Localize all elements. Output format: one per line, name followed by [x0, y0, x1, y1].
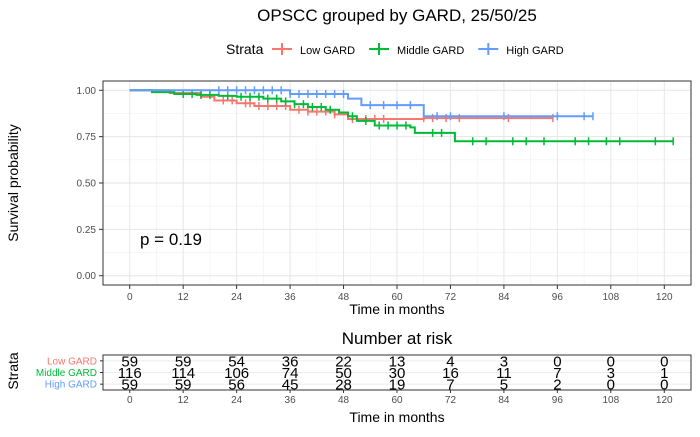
- risk-count: 59: [121, 353, 138, 370]
- risk-row-label: High GARD: [45, 380, 97, 391]
- risk-x-tick-label: 72: [445, 395, 457, 406]
- risk-x-tick-label: 108: [602, 395, 619, 406]
- risk-table-title: Number at risk: [342, 329, 453, 348]
- risk-x-tick-label: 24: [231, 395, 243, 406]
- risk-y-axis-label: Strata: [5, 352, 21, 390]
- x-tick-label: 96: [552, 292, 564, 303]
- legend: Strata Low GARD Middle GARD High GARD: [226, 41, 564, 57]
- risk-count: 106: [224, 365, 249, 382]
- x-tick-label: 36: [285, 292, 297, 303]
- x-tick-label: 108: [602, 292, 619, 303]
- y-tick-label: 0.00: [77, 271, 97, 282]
- x-tick-label: 0: [127, 292, 133, 303]
- risk-count: 16: [442, 365, 459, 382]
- risk-count: 0: [607, 353, 615, 370]
- risk-x-tick-label: 36: [285, 395, 297, 406]
- risk-count: 116: [118, 365, 142, 382]
- p-value-annotation: p = 0.19: [140, 230, 202, 249]
- risk-row-label: Middle GARD: [36, 368, 97, 379]
- risk-x-tick-label: 48: [338, 395, 350, 406]
- risk-x-tick-label: 96: [552, 395, 564, 406]
- risk-count: 59: [175, 377, 192, 394]
- y-tick-label: 0.75: [77, 132, 97, 143]
- risk-count: 59: [175, 353, 192, 370]
- chart-title: OPSCC grouped by GARD, 25/50/25: [257, 6, 537, 25]
- km-x-axis-label: Time in months: [349, 301, 444, 317]
- risk-count: 2: [553, 377, 561, 394]
- risk-count: 0: [660, 353, 668, 370]
- x-tick-label: 12: [178, 292, 190, 303]
- risk-x-tick-label: 60: [391, 395, 403, 406]
- risk-count: 7: [553, 365, 561, 382]
- x-tick-label: 24: [231, 292, 243, 303]
- risk-count: 45: [282, 377, 299, 394]
- risk-count: 13: [389, 353, 406, 370]
- risk-count: 59: [121, 377, 138, 394]
- risk-count: 22: [335, 353, 352, 370]
- legend-title: Strata: [226, 41, 264, 57]
- legend-label: High GARD: [506, 45, 564, 57]
- risk-count: 0: [607, 377, 615, 394]
- risk-count: 5: [500, 377, 508, 394]
- risk-count: 74: [282, 365, 299, 382]
- legend-label: Low GARD: [300, 45, 355, 57]
- risk-border: [102, 354, 692, 391]
- risk-row-label: Low GARD: [47, 356, 97, 367]
- risk-count: 54: [228, 353, 245, 370]
- risk-count: 50: [335, 365, 352, 382]
- x-tick-label: 48: [338, 292, 350, 303]
- km-y-axis-label: Survival probability: [5, 124, 21, 242]
- risk-count: 1: [660, 365, 668, 382]
- risk-x-tick-label: 120: [656, 395, 673, 406]
- y-tick-label: 1.00: [77, 86, 97, 97]
- risk-count: 56: [228, 377, 245, 394]
- survival-curve-middle-gard: [129, 89, 674, 143]
- risk-x-tick-label: 12: [178, 395, 190, 406]
- risk-count: 36: [282, 353, 299, 370]
- risk-count: 30: [389, 365, 406, 382]
- risk-count: 0: [553, 353, 561, 370]
- risk-x-axis-label: Time in months: [349, 409, 444, 425]
- risk-count: 3: [500, 353, 508, 370]
- risk-count: 7: [446, 377, 454, 394]
- km-plot-panel: 0 12 24 36 48 60 72 84 96 108 120 0.00 0.25 0.50 0.75 1…: [77, 80, 692, 303]
- x-tick-label: 120: [656, 292, 673, 303]
- risk-count: 114: [171, 365, 195, 382]
- x-tick-label: 84: [498, 292, 510, 303]
- survival-curve-high-gard: [129, 89, 593, 118]
- risk-count: 4: [446, 353, 454, 370]
- risk-count: 0: [660, 377, 668, 394]
- y-tick-label: 0.25: [77, 225, 97, 236]
- y-tick-label: 0.50: [77, 179, 97, 190]
- risk-count: 11: [496, 365, 512, 382]
- plot-border: [102, 80, 692, 286]
- x-tick-label: 60: [391, 292, 403, 303]
- legend-label: Middle GARD: [397, 45, 464, 57]
- risk-x-tick-label: 84: [498, 395, 510, 406]
- risk-x-tick-label: 0: [127, 395, 133, 406]
- risk-count: 3: [607, 365, 615, 382]
- risk-count: 19: [389, 377, 406, 394]
- x-tick-label: 72: [445, 292, 457, 303]
- risk-count: 28: [335, 377, 352, 394]
